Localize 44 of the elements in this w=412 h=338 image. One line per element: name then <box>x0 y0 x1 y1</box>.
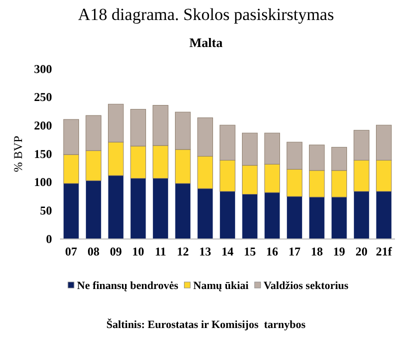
x-tick-label: 07 <box>65 244 78 259</box>
bar <box>152 178 168 239</box>
y-tick-label: 50 <box>40 204 52 218</box>
x-tick-label: 11 <box>154 244 166 259</box>
x-tick-label: 19 <box>333 244 346 259</box>
y-tick-label: 150 <box>34 146 52 161</box>
x-tick-label: 09 <box>110 244 122 259</box>
legend-label: Valdžios sektorius <box>264 280 350 292</box>
bar <box>309 197 324 239</box>
bar <box>108 176 124 239</box>
bar <box>64 183 79 239</box>
x-tick-label: 13 <box>199 244 212 259</box>
x-tick-label: 20 <box>356 244 368 259</box>
bar <box>198 188 213 239</box>
y-tick-label: 200 <box>34 118 52 133</box>
chart-title: A18 diagrama. Skolos pasiskirstymas <box>78 5 334 24</box>
bar <box>354 191 370 239</box>
bar <box>286 196 302 239</box>
chart-subtitle: Malta <box>189 35 224 50</box>
bar <box>220 191 236 239</box>
bar <box>332 197 347 239</box>
bar <box>264 192 280 239</box>
bar <box>175 183 190 239</box>
x-tick-label: 18 <box>310 244 323 259</box>
text: Šaltinis: Eurostatas ir Komisijos tarnybos <box>106 318 306 331</box>
y-tick-label: 0 <box>46 232 52 246</box>
legend-label: Namų ūkiai <box>193 280 249 292</box>
x-tick-label: 12 <box>176 244 189 259</box>
legend-label: Ne finansų bendrovės <box>77 280 179 292</box>
y-tick-label: 250 <box>34 90 52 104</box>
x-tick-label: 14 <box>222 244 234 259</box>
bar <box>130 178 146 239</box>
x-tick-label: 16 <box>266 244 278 259</box>
x-tick-label: 21f <box>376 244 393 259</box>
x-tick-label: 15 <box>244 244 256 259</box>
x-tick-label: 10 <box>132 244 144 259</box>
y-tick-label: 100 <box>34 175 52 190</box>
bar <box>242 194 258 239</box>
x-tick-label: 08 <box>88 244 100 259</box>
x-tick-label: 17 <box>288 244 300 259</box>
bar <box>86 180 102 239</box>
bar <box>376 191 392 239</box>
y-tick-label: 300 <box>34 62 52 76</box>
y-axis-title: % BVP <box>11 136 25 172</box>
